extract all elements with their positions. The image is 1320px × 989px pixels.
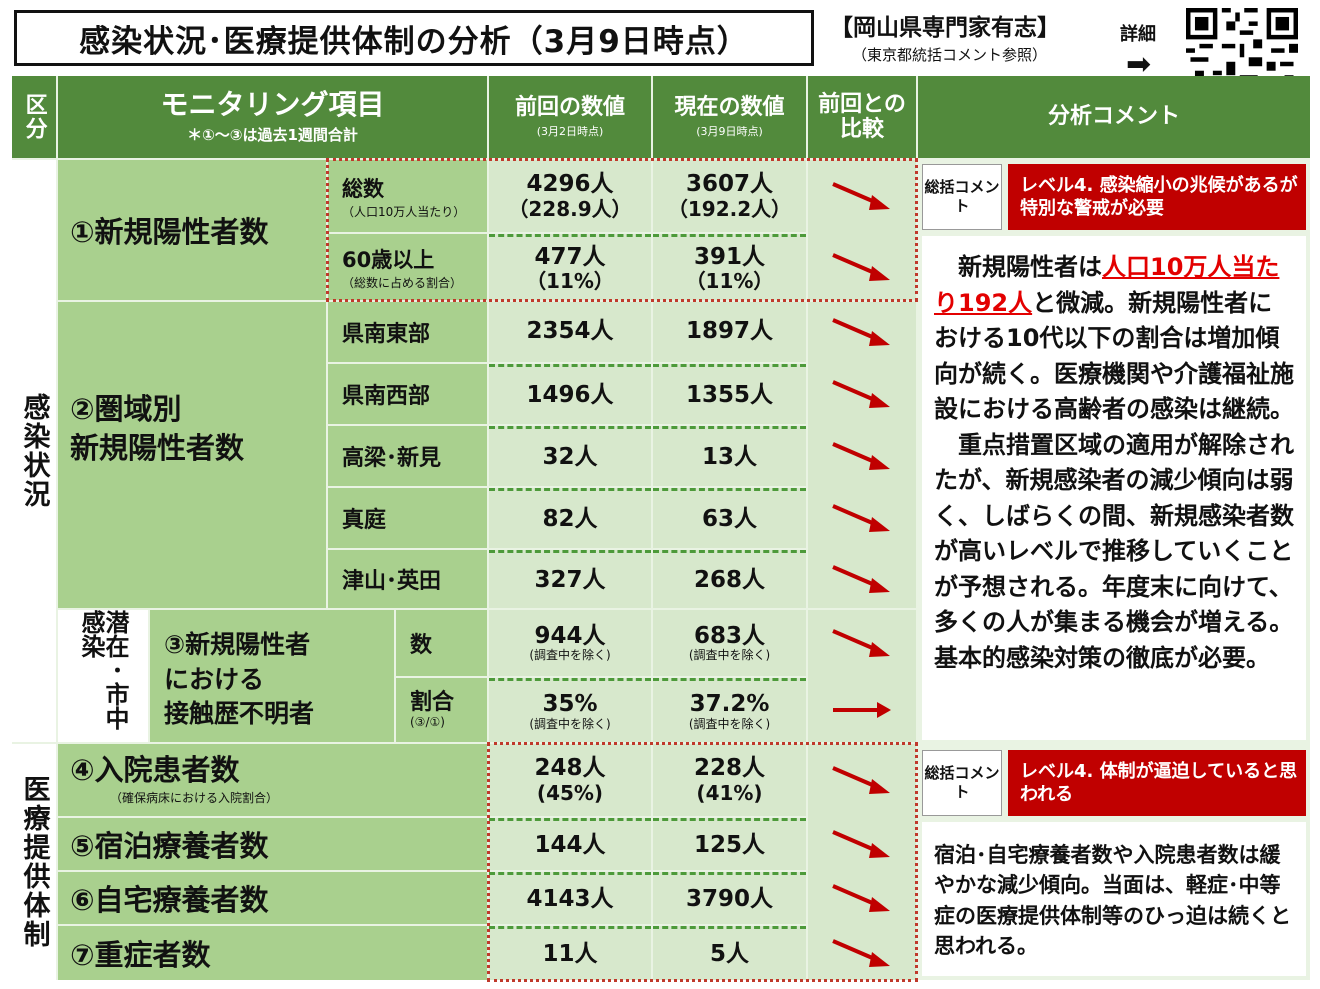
value-prev-hotel: 144人 <box>489 818 651 870</box>
value-curr-se: 1897人 <box>653 302 806 362</box>
item-home: ⑥自宅療養者数 <box>58 872 487 924</box>
value-curr-severe: 5人 <box>653 926 806 980</box>
sub-60plus: 60歳以上 （総数に占める割合） <box>328 234 487 300</box>
page-title: 感染状況･医療提供体制の分析（3月9日時点） <box>14 10 814 66</box>
compare-bg-1 <box>808 160 916 300</box>
item-hotel: ⑤宿泊療養者数 <box>58 818 487 870</box>
header-monitoring-label: モニタリング項目 <box>160 88 385 122</box>
item-region-label1: ②圏域別 <box>70 392 182 426</box>
trend-arrow-down-icon <box>832 504 890 532</box>
header-analysis: 分析コメント <box>918 76 1310 158</box>
trend-arrow-down-icon <box>832 884 890 912</box>
value-prev-ratio: 35% (調査中を除く) <box>489 678 651 742</box>
right-arrow-icon: ➡ <box>1126 47 1152 82</box>
trend-arrow-down-icon <box>832 442 890 470</box>
detail-label: 詳細 <box>1120 24 1156 45</box>
sub-ratio: 割合 (③/①) <box>396 678 487 742</box>
trend-arrow-down-icon <box>832 766 890 794</box>
trend-arrow-down-icon <box>832 253 890 281</box>
sub-region-maniwa: 真庭 <box>328 488 487 548</box>
value-prev-se: 2354人 <box>489 302 651 362</box>
value-prev-inpatients: 248人 (45%) <box>489 744 651 816</box>
sub-region-takahashi: 高梁･新見 <box>328 426 487 486</box>
header-monitoring: モニタリング項目 ＊①～③は過去1週間合計 <box>58 76 487 158</box>
header-prev: 前回の数値 (3月2日時点) <box>489 76 651 158</box>
header-kubun: 区分 <box>12 76 56 158</box>
value-curr-60plus: 391人 （11%） <box>653 234 806 300</box>
value-curr-count: 683人 (調査中を除く) <box>653 610 806 676</box>
value-curr-hotel: 125人 <box>653 818 806 870</box>
summary-label-medical: 総括コメント <box>922 750 1002 816</box>
trend-arrow-down-icon <box>832 939 890 967</box>
comment-infection: 新規陽性者は人口10万人当たり192人と微減。新規陽性者における10代以下の割合… <box>922 236 1306 740</box>
item-severe: ⑦重症者数 <box>58 926 487 980</box>
value-curr-total: 3607人 （192.2人） <box>653 160 806 232</box>
value-prev-count: 944人 (調査中を除く) <box>489 610 651 676</box>
header-monitoring-note: ＊①～③は過去1週間合計 <box>187 126 358 145</box>
section-infection-label: 感染状況 <box>12 160 56 742</box>
trend-arrow-down-icon <box>832 629 890 657</box>
hidden-infection-label: 潜在･市中感染 <box>58 610 148 742</box>
value-curr-maniwa: 63人 <box>653 488 806 548</box>
item-region: ②圏域別 新規陽性者数 <box>58 302 326 608</box>
compare-bg-3 <box>808 610 916 742</box>
item-inpatients: ④入院患者数 （確保病床における入院割合） <box>58 744 487 816</box>
value-prev-total: 4296人 （228.9人） <box>489 160 651 232</box>
value-prev-home: 4143人 <box>489 872 651 924</box>
level-badge-infection: レベル4. 感染縮小の兆候があるが特別な警戒が必要 <box>1008 164 1306 230</box>
section-medical-label: 医療提供体制 <box>12 744 56 980</box>
sub-total: 総数 （人口10万人当たり） <box>328 160 487 232</box>
sub-region-sw: 県南西部 <box>328 364 487 424</box>
value-prev-maniwa: 82人 <box>489 488 651 548</box>
comment-medical: 宿泊･自宅療養者数や入院患者数は緩やかな減少傾向。当面は、軽症･中等症の医療提供… <box>922 822 1306 976</box>
item-unknown-contact: ③新規陽性者 における 接触歴不明者 <box>150 610 394 742</box>
trend-arrow-down-icon <box>832 380 890 408</box>
value-curr-takahashi: 13人 <box>653 426 806 486</box>
level-badge-medical: レベル4. 体制が逼迫していると思われる <box>1008 750 1306 816</box>
item-region-label2: 新規陽性者数 <box>70 431 245 466</box>
item-new-positive: ①新規陽性者数 <box>58 160 326 300</box>
compare-bg-4 <box>808 744 916 980</box>
highlight-box-medical <box>487 742 918 982</box>
value-prev-tsuyama: 327人 <box>489 550 651 608</box>
sub-region-se: 県南東部 <box>328 302 487 362</box>
header-compare: 前回との比較 <box>808 76 916 158</box>
trend-arrow-flat-icon <box>833 702 891 718</box>
value-prev-takahashi: 32人 <box>489 426 651 486</box>
trend-arrow-down-icon <box>832 565 890 593</box>
value-curr-tsuyama: 268人 <box>653 550 806 608</box>
value-curr-home: 3790人 <box>653 872 806 924</box>
sub-count: 数 <box>396 610 487 676</box>
header-curr: 現在の数値 (3月9日時点) <box>653 76 806 158</box>
sub-region-tsuyama: 津山･英田 <box>328 550 487 608</box>
value-prev-severe: 11人 <box>489 926 651 980</box>
expert-note: （東京都統括コメント参照） <box>852 46 1048 64</box>
value-curr-inpatients: 228人 (41%) <box>653 744 806 816</box>
highlight-box-infection <box>326 158 918 302</box>
value-curr-sw: 1355人 <box>653 364 806 424</box>
trend-arrow-down-icon <box>832 318 890 346</box>
value-prev-sw: 1496人 <box>489 364 651 424</box>
summary-label-infection: 総括コメント <box>922 164 1002 230</box>
trend-arrow-down-icon <box>832 182 890 210</box>
expert-name: 【岡山県専門家有志】 <box>830 15 1060 41</box>
trend-arrow-down-icon <box>832 830 890 858</box>
value-prev-60plus: 477人 （11%） <box>489 234 651 300</box>
value-curr-ratio: 37.2% (調査中を除く) <box>653 678 806 742</box>
